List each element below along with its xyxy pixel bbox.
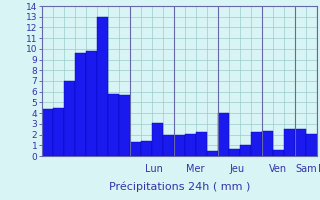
- Bar: [196, 132, 207, 156]
- Text: Mer: Mer: [187, 164, 205, 174]
- Bar: [108, 94, 119, 156]
- Bar: [152, 123, 163, 156]
- Text: Précipitations 24h ( mm ): Précipitations 24h ( mm ): [108, 182, 250, 192]
- Text: D: D: [318, 164, 320, 174]
- Bar: [207, 151, 218, 156]
- Bar: [119, 95, 130, 156]
- Text: Sam: Sam: [295, 164, 316, 174]
- Bar: [218, 113, 229, 156]
- Bar: [185, 134, 196, 156]
- Text: Ven: Ven: [269, 164, 287, 174]
- Text: Lun: Lun: [146, 164, 164, 174]
- Bar: [273, 150, 284, 156]
- Bar: [86, 51, 97, 156]
- Text: Jeu: Jeu: [229, 164, 244, 174]
- Bar: [75, 53, 86, 156]
- Bar: [284, 129, 295, 156]
- Bar: [240, 145, 251, 156]
- Bar: [295, 129, 306, 156]
- Bar: [130, 142, 141, 156]
- Bar: [52, 108, 64, 156]
- Bar: [163, 135, 174, 156]
- Bar: [251, 132, 262, 156]
- Bar: [42, 109, 52, 156]
- Bar: [97, 17, 108, 156]
- Bar: [141, 141, 152, 156]
- Bar: [174, 135, 185, 156]
- Bar: [64, 81, 75, 156]
- Bar: [262, 131, 273, 156]
- Bar: [306, 134, 317, 156]
- Bar: [229, 148, 240, 156]
